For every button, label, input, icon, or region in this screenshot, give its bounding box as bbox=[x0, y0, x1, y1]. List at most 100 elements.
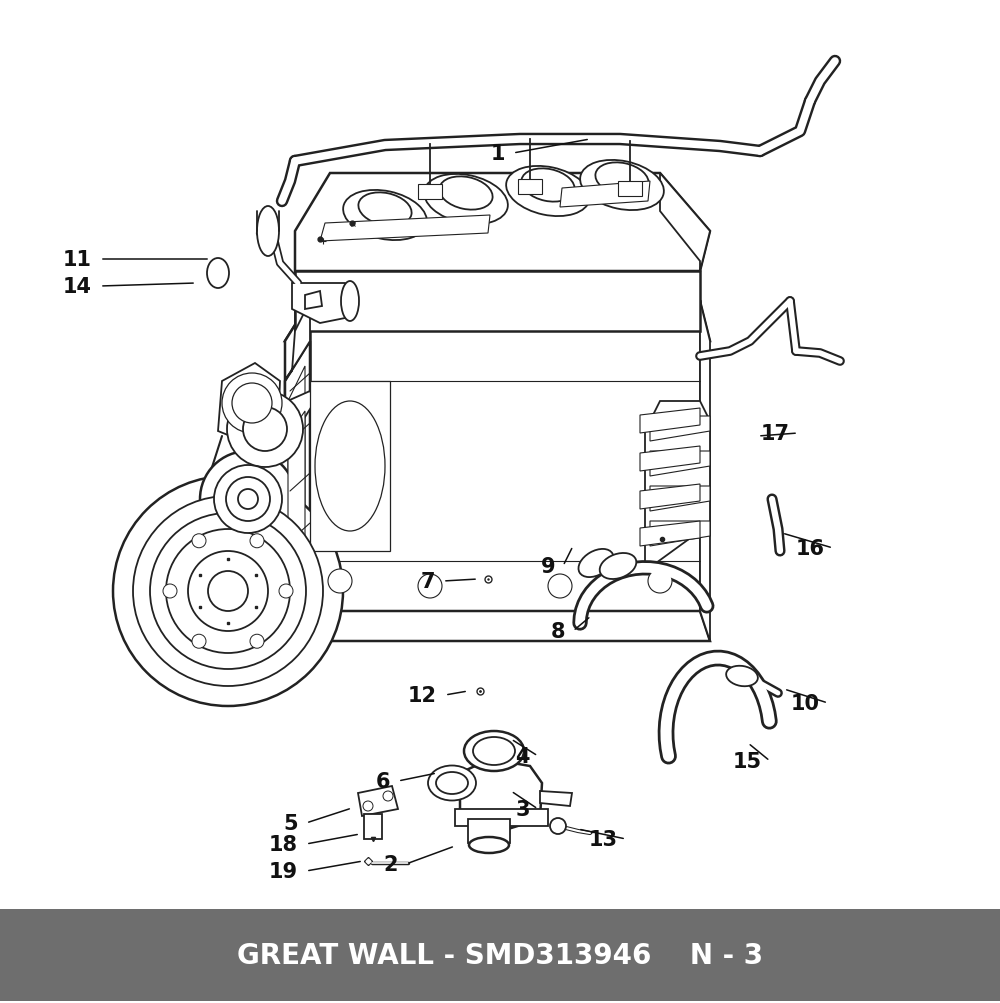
Polygon shape bbox=[310, 381, 390, 552]
Polygon shape bbox=[248, 391, 315, 453]
Ellipse shape bbox=[424, 175, 508, 225]
Bar bbox=[0, 909, 1000, 1001]
Polygon shape bbox=[305, 292, 322, 310]
Polygon shape bbox=[255, 449, 295, 496]
Polygon shape bbox=[650, 486, 710, 512]
Polygon shape bbox=[288, 411, 305, 582]
Circle shape bbox=[166, 530, 290, 653]
Circle shape bbox=[550, 818, 566, 834]
Text: 18: 18 bbox=[269, 834, 298, 855]
Circle shape bbox=[192, 535, 206, 549]
Ellipse shape bbox=[506, 166, 590, 217]
Polygon shape bbox=[650, 451, 710, 476]
Circle shape bbox=[250, 635, 264, 649]
Ellipse shape bbox=[580, 160, 664, 211]
Ellipse shape bbox=[521, 170, 575, 203]
Polygon shape bbox=[285, 302, 310, 381]
Circle shape bbox=[192, 635, 206, 649]
Text: 19: 19 bbox=[269, 862, 298, 881]
Text: GREAT WALL - SMD313946    N - 3: GREAT WALL - SMD313946 N - 3 bbox=[237, 941, 763, 969]
Circle shape bbox=[243, 407, 287, 451]
Polygon shape bbox=[295, 272, 700, 332]
Ellipse shape bbox=[464, 731, 524, 771]
Polygon shape bbox=[640, 522, 700, 547]
Polygon shape bbox=[285, 612, 710, 641]
Circle shape bbox=[250, 535, 264, 549]
Text: 11: 11 bbox=[63, 250, 92, 270]
Ellipse shape bbox=[257, 207, 279, 257]
Text: 5: 5 bbox=[283, 813, 298, 833]
Text: 15: 15 bbox=[733, 751, 762, 771]
Polygon shape bbox=[292, 284, 350, 324]
Polygon shape bbox=[460, 759, 542, 829]
Text: 13: 13 bbox=[589, 829, 618, 850]
Polygon shape bbox=[285, 302, 310, 641]
Polygon shape bbox=[560, 182, 650, 208]
Polygon shape bbox=[650, 522, 710, 547]
Circle shape bbox=[188, 552, 268, 631]
Ellipse shape bbox=[595, 163, 649, 197]
Circle shape bbox=[163, 585, 177, 599]
Polygon shape bbox=[540, 791, 572, 806]
Circle shape bbox=[648, 570, 672, 594]
Circle shape bbox=[133, 496, 323, 686]
Ellipse shape bbox=[358, 194, 412, 227]
Ellipse shape bbox=[726, 666, 758, 686]
Text: 2: 2 bbox=[384, 855, 398, 875]
Polygon shape bbox=[285, 302, 710, 342]
Ellipse shape bbox=[436, 772, 468, 794]
Circle shape bbox=[214, 465, 282, 534]
Circle shape bbox=[113, 476, 343, 706]
Text: 1: 1 bbox=[490, 143, 505, 163]
Text: 14: 14 bbox=[63, 277, 92, 297]
Polygon shape bbox=[640, 446, 700, 471]
Ellipse shape bbox=[343, 191, 427, 241]
Polygon shape bbox=[218, 364, 280, 446]
Text: 16: 16 bbox=[796, 539, 825, 559]
Ellipse shape bbox=[439, 178, 493, 211]
Text: 3: 3 bbox=[516, 799, 530, 819]
Polygon shape bbox=[295, 272, 310, 352]
Circle shape bbox=[150, 514, 306, 669]
Polygon shape bbox=[468, 819, 510, 844]
Text: 7: 7 bbox=[420, 572, 435, 592]
Text: 6: 6 bbox=[376, 771, 390, 791]
Ellipse shape bbox=[428, 765, 476, 800]
Circle shape bbox=[208, 572, 248, 612]
Circle shape bbox=[383, 791, 393, 801]
Bar bbox=[618, 182, 642, 197]
Circle shape bbox=[363, 801, 373, 811]
Text: 17: 17 bbox=[761, 423, 790, 443]
Ellipse shape bbox=[473, 737, 515, 765]
Polygon shape bbox=[358, 786, 398, 816]
Circle shape bbox=[328, 570, 352, 594]
Ellipse shape bbox=[469, 838, 509, 854]
Ellipse shape bbox=[341, 282, 359, 322]
Bar bbox=[518, 180, 542, 195]
Polygon shape bbox=[295, 174, 710, 272]
Text: 12: 12 bbox=[408, 685, 437, 705]
Circle shape bbox=[418, 575, 442, 599]
Circle shape bbox=[226, 477, 270, 522]
Polygon shape bbox=[700, 302, 710, 641]
Ellipse shape bbox=[207, 259, 229, 289]
Ellipse shape bbox=[578, 550, 614, 578]
Circle shape bbox=[548, 575, 572, 599]
Polygon shape bbox=[288, 367, 305, 622]
Polygon shape bbox=[645, 401, 710, 572]
Text: 9: 9 bbox=[540, 557, 555, 577]
Polygon shape bbox=[320, 216, 490, 242]
Ellipse shape bbox=[315, 401, 385, 532]
Polygon shape bbox=[285, 342, 310, 641]
Circle shape bbox=[238, 489, 258, 510]
Circle shape bbox=[200, 451, 296, 548]
Bar bbox=[364, 814, 382, 840]
Polygon shape bbox=[660, 174, 710, 272]
Polygon shape bbox=[650, 416, 710, 441]
Polygon shape bbox=[640, 408, 700, 433]
Polygon shape bbox=[455, 809, 548, 826]
Bar bbox=[418, 185, 442, 200]
Text: 8: 8 bbox=[550, 622, 565, 641]
Circle shape bbox=[222, 374, 282, 433]
Text: 4: 4 bbox=[516, 746, 530, 766]
